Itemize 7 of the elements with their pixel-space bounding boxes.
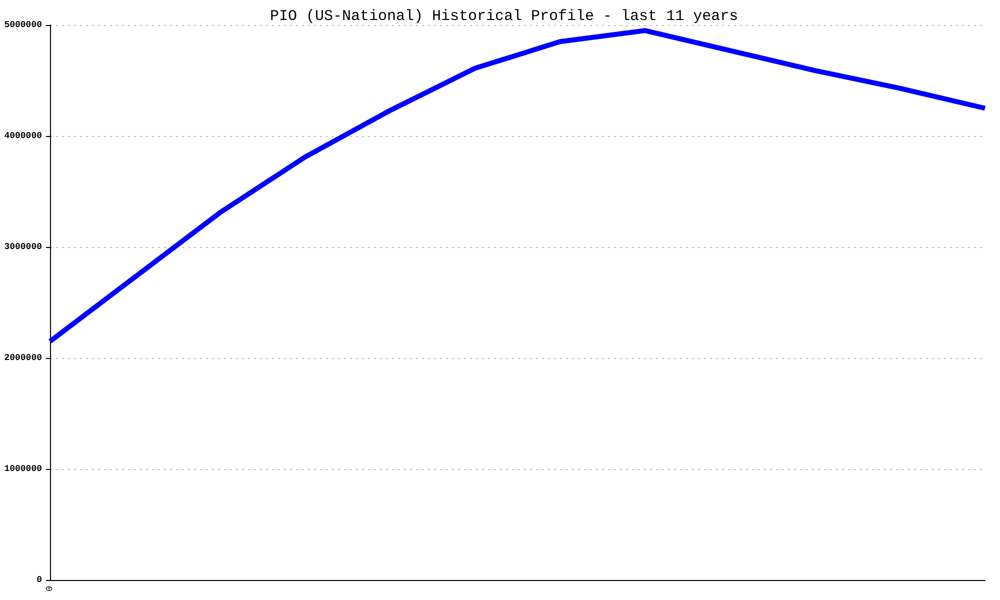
y-tick-label: 3000000 — [4, 242, 42, 252]
y-tick-label: 4000000 — [4, 131, 42, 141]
chart-title: PIO (US-National) Historical Profile - last 11 years — [270, 8, 738, 25]
category-label: 0 — [45, 586, 55, 592]
y-tick-label: 2000000 — [4, 353, 42, 363]
y-tick-label: 5000000 — [4, 20, 42, 30]
y-tick-label: 1000000 — [4, 464, 42, 474]
